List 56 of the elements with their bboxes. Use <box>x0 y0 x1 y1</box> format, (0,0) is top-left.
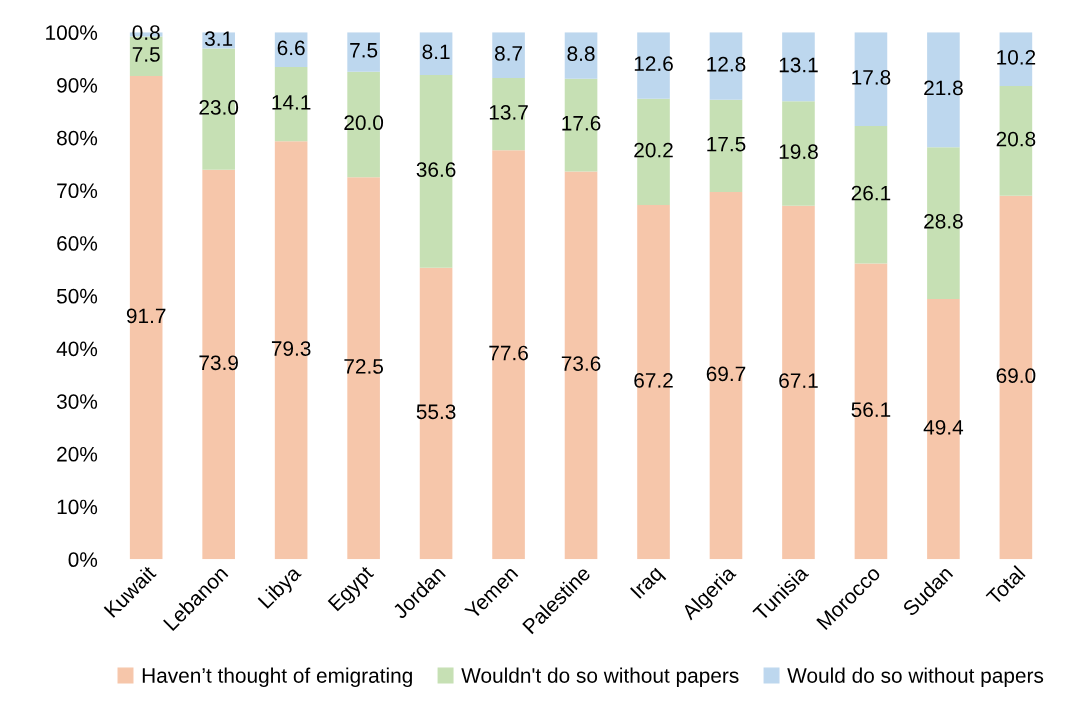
y-tick-label: 80% <box>57 130 98 146</box>
data-label: 67.1 <box>779 373 818 389</box>
data-label: 79.3 <box>271 341 311 356</box>
data-label: 12.6 <box>634 56 673 72</box>
data-label: 23.0 <box>199 100 239 115</box>
data-label: 20.8 <box>996 131 1036 147</box>
data-label: 7.5 <box>350 43 378 58</box>
data-label: 91.7 <box>126 308 166 324</box>
bar <box>347 32 380 72</box>
y-tick-label: 40% <box>56 341 98 357</box>
data-label: 6.6 <box>277 40 305 56</box>
data-label: 8.7 <box>494 46 522 61</box>
data-label: 13.1 <box>779 57 818 73</box>
data-label: 77.6 <box>489 345 528 361</box>
data-label: 20.2 <box>634 142 673 158</box>
y-tick-label: 10% <box>57 499 98 515</box>
data-label: 55.3 <box>416 404 456 420</box>
data-label: 13.7 <box>489 105 528 120</box>
data-label: 20.0 <box>344 115 384 131</box>
data-label: 7.5 <box>132 47 160 62</box>
y-tick-label: 30% <box>56 394 98 409</box>
bar <box>492 32 525 79</box>
data-label: 17.5 <box>707 136 746 152</box>
y-tick-label: 90% <box>57 77 98 93</box>
legend-label: Wouldn't do so without papers <box>461 667 739 688</box>
data-label: 17.8 <box>852 70 891 85</box>
data-label: 49.4 <box>923 419 964 435</box>
data-label: 56.1 <box>851 402 891 418</box>
data-label: 0.8 <box>132 25 160 40</box>
data-label: 72.5 <box>344 359 384 374</box>
data-label: 73.6 <box>561 356 601 371</box>
y-tick-label: 0% <box>68 552 98 568</box>
data-label: 36.6 <box>416 162 456 177</box>
data-label: 69.7 <box>706 366 746 382</box>
data-label: 73.9 <box>199 355 238 371</box>
x-tick-label: Iraq <box>630 565 667 602</box>
legend-label: Would do so without papers <box>787 667 1044 688</box>
data-label: 10.2 <box>997 49 1036 65</box>
data-label: 8.1 <box>422 44 450 60</box>
data-label: 21.8 <box>924 80 963 96</box>
data-label: 3.1 <box>204 31 233 47</box>
data-label: 26.1 <box>851 185 891 201</box>
data-label: 69.0 <box>996 368 1036 384</box>
y-tick-label: 100% <box>46 25 98 41</box>
data-label: 8.8 <box>567 46 595 62</box>
data-label: 14.1 <box>272 95 311 110</box>
data-label: 28.8 <box>924 213 963 229</box>
data-label: 67.2 <box>634 373 673 388</box>
y-tick-label: 60% <box>57 236 98 251</box>
legend-label: Haven’t thought of emigrating <box>142 667 412 688</box>
data-label: 17.6 <box>562 115 601 131</box>
y-tick-label: 70% <box>57 183 98 199</box>
data-label: 19.8 <box>779 144 818 160</box>
data-label: 12.8 <box>707 56 746 72</box>
y-tick-label: 20% <box>57 446 98 462</box>
y-tick-label: 50% <box>56 288 98 304</box>
